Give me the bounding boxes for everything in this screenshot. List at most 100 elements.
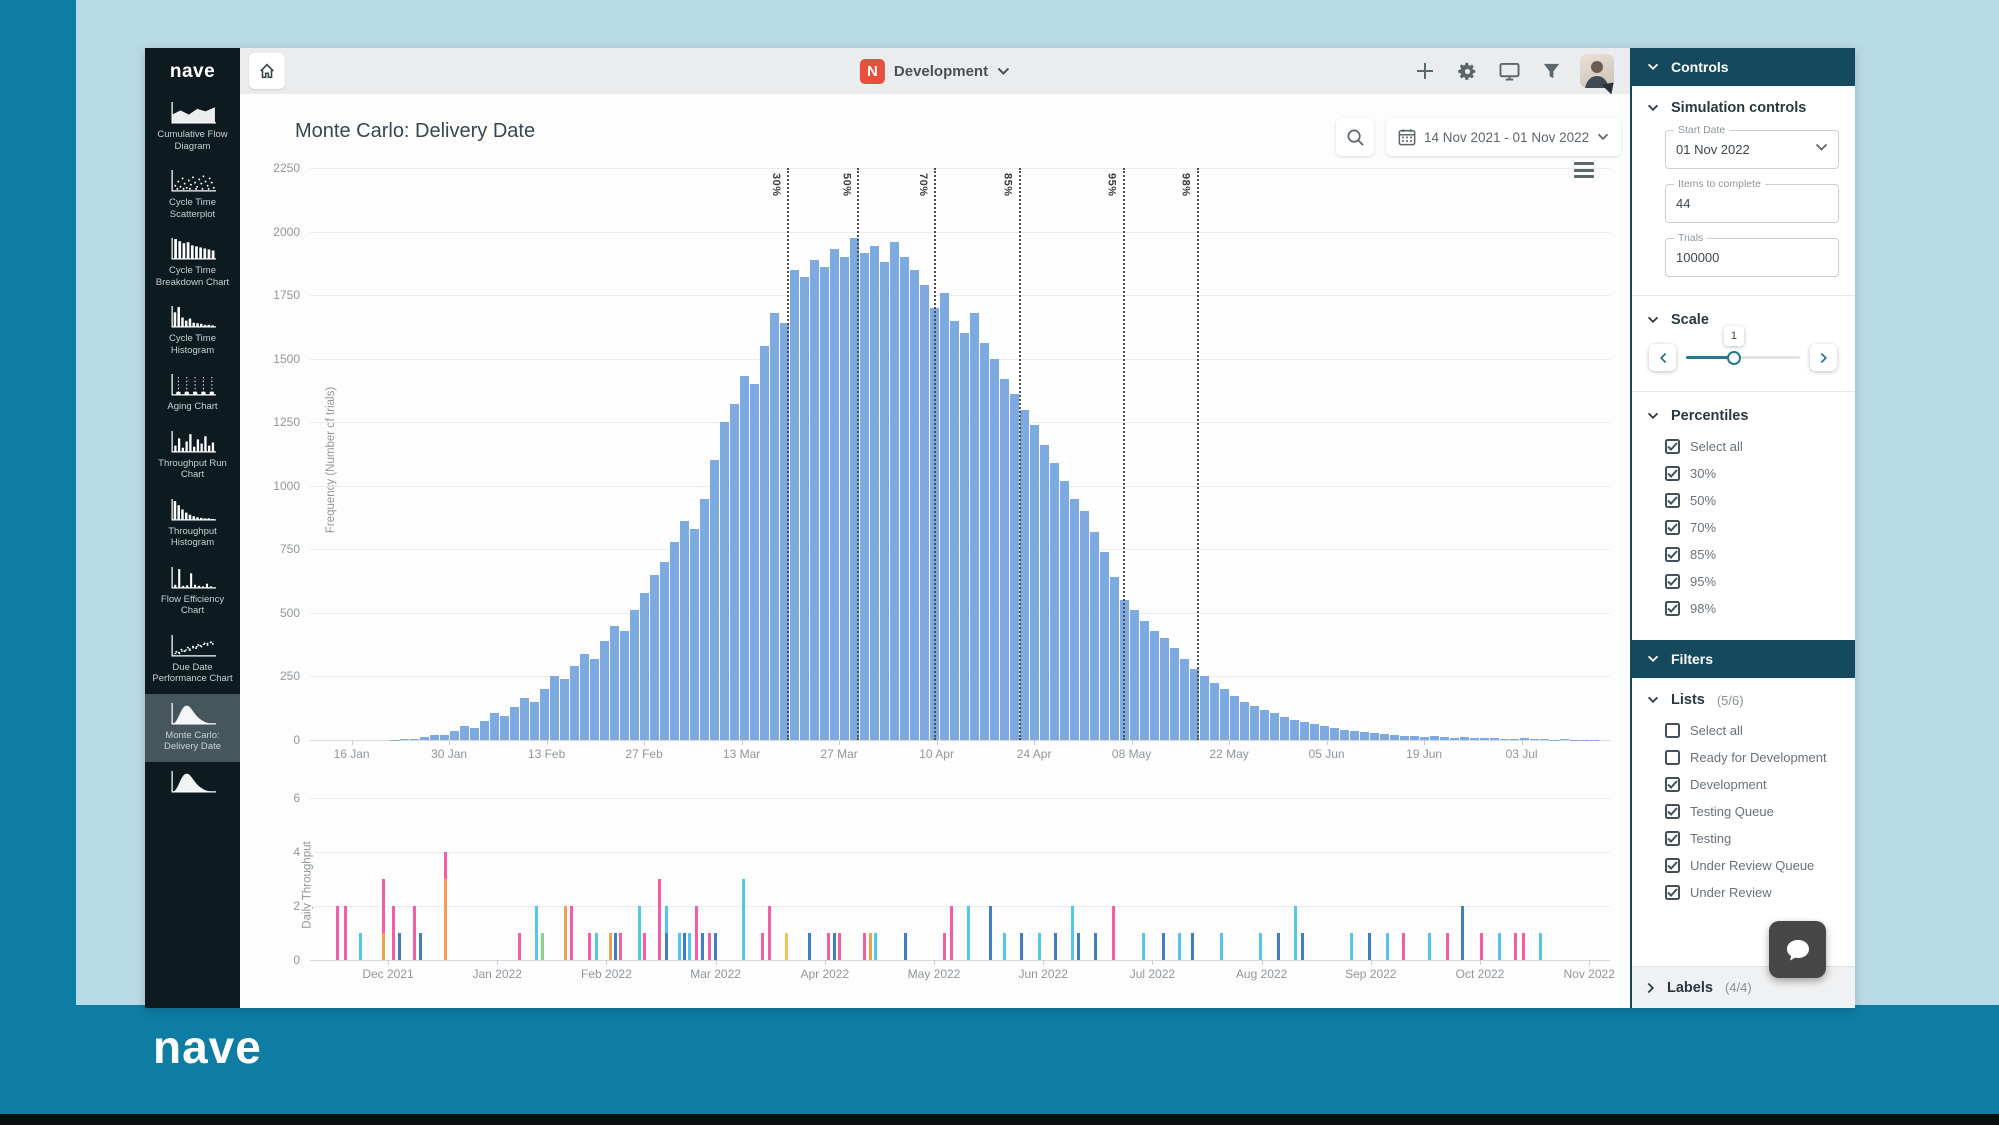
throughput-bar[interactable] [1112,906,1116,960]
sidebar-item-throughput-run-chart[interactable]: Throughput Run Chart [145,422,240,490]
checkbox-checked[interactable] [1665,804,1680,819]
chart-menu-button[interactable] [1574,162,1594,178]
throughput-bar[interactable] [701,933,705,960]
histogram-bar[interactable] [1070,498,1079,740]
throughput-bar[interactable] [1460,906,1464,960]
throughput-bar[interactable] [707,933,711,960]
checkbox-checked[interactable] [1665,574,1680,589]
start-date-field[interactable]: Start Date 01 Nov 2022 [1665,124,1839,169]
throughput-bar[interactable] [609,933,612,960]
scale-slider-track[interactable]: 1 [1686,326,1800,365]
trials-field[interactable]: Trials 100000 [1665,232,1839,277]
histogram-bar[interactable] [1450,737,1459,740]
throughput-bar[interactable] [614,933,618,960]
histogram-bar[interactable] [880,262,889,740]
histogram-bar[interactable] [730,404,739,740]
histogram-bar[interactable] [1390,734,1399,740]
histogram-bar[interactable] [1230,695,1239,740]
histogram-bar[interactable] [1430,736,1439,740]
histogram-bar[interactable] [1530,739,1539,740]
items-to-complete-field[interactable]: Items to complete 44 [1665,178,1839,223]
throughput-bar[interactable] [619,933,623,960]
date-range-selector[interactable]: 14 Nov 2021 - 01 Nov 2022 [1386,118,1622,156]
throughput-bar[interactable] [827,933,831,960]
histogram-bar[interactable] [740,376,749,740]
histogram-bar[interactable] [720,422,729,740]
histogram-bar[interactable] [810,259,819,740]
histogram-bar[interactable] [1570,739,1579,740]
percentile-option-30-[interactable]: 30% [1665,466,1839,481]
throughput-bar[interactable] [837,933,841,960]
histogram-bar[interactable] [1470,738,1479,740]
histogram-bar[interactable] [1510,738,1519,740]
histogram-bar[interactable] [520,698,529,740]
throughput-bar[interactable] [807,933,811,960]
throughput-bar[interactable] [1521,933,1525,960]
histogram-bar[interactable] [980,343,989,740]
throughput-bar[interactable] [343,906,347,960]
histogram-bar[interactable] [1270,713,1279,740]
throughput-bar[interactable] [1161,933,1165,960]
throughput-bar[interactable] [988,906,992,960]
list-option-ready-for-development[interactable]: Ready for Development [1665,750,1839,765]
throughput-bar[interactable] [943,933,947,960]
throughput-bar[interactable] [1428,933,1431,960]
histogram-bar[interactable] [1500,738,1509,740]
histogram-bar[interactable] [820,267,829,740]
throughput-bar[interactable] [683,933,687,960]
histogram-bar[interactable] [920,284,929,740]
throughput-bar[interactable] [832,933,836,960]
histogram-bar[interactable] [1250,705,1259,740]
histogram-bar[interactable] [440,735,449,740]
histogram-bar[interactable] [1320,726,1329,740]
sidebar-item-cycle-time-scatterplot[interactable]: Cycle Time Scatterplot [145,161,240,229]
list-option-under-review-queue[interactable]: Under Review Queue [1665,858,1839,873]
throughput-bar[interactable] [563,906,567,960]
throughput-bar[interactable] [518,933,521,960]
throughput-bar[interactable] [1277,933,1281,960]
histogram-bar[interactable] [490,713,499,740]
histogram-bar[interactable] [460,726,469,740]
throughput-bar[interactable] [398,933,402,960]
histogram-bar[interactable] [1340,729,1349,740]
throughput-bar[interactable] [588,933,592,960]
sidebar-item-monte-carlo-delivery-date[interactable]: Monte Carlo: Delivery Date [145,693,240,762]
histogram-bar[interactable] [1010,394,1019,740]
histogram-bar[interactable] [1290,719,1299,740]
throughput-bar[interactable] [1053,933,1057,960]
checkbox[interactable] [1665,723,1680,738]
histogram-bar[interactable] [1560,739,1569,740]
histogram-bar[interactable] [1110,577,1119,740]
histogram-bar[interactable] [1350,731,1359,740]
chat-button[interactable] [1769,921,1826,978]
throughput-bar[interactable] [443,852,447,960]
histogram-bar[interactable] [870,245,879,740]
histogram-bar[interactable] [1140,620,1149,740]
histogram-bar[interactable] [560,679,569,740]
histogram-bar[interactable] [1480,737,1489,740]
histogram-bar[interactable] [1260,709,1269,740]
histogram-bar[interactable] [1040,445,1049,740]
throughput-bar[interactable] [688,933,692,960]
throughput-bar[interactable] [1178,933,1182,960]
throughput-bar[interactable] [1077,933,1080,960]
sidebar-item-cycle-time-histogram[interactable]: Cycle Time Histogram [145,297,240,365]
add-button[interactable] [1412,58,1438,84]
histogram-bar[interactable] [850,237,859,740]
histogram-bar[interactable] [1100,551,1109,740]
percentile-option-70-[interactable]: 70% [1665,520,1839,535]
throughput-bar[interactable] [1402,933,1405,960]
histogram-bar[interactable] [1080,511,1089,740]
controls-header[interactable]: Controls [1632,48,1855,86]
histogram-bar[interactable] [1200,676,1209,740]
histogram-bar[interactable] [990,358,999,740]
histogram-bar[interactable] [530,701,539,740]
histogram-bar[interactable] [1370,733,1379,740]
checkbox-checked[interactable] [1665,885,1680,900]
throughput-bar[interactable] [874,933,878,960]
histogram-bar[interactable] [1210,682,1219,740]
histogram-bar[interactable] [400,739,409,740]
histogram-bar[interactable] [860,253,869,740]
throughput-bar[interactable] [1093,933,1097,960]
throughput-bar[interactable] [1220,933,1223,960]
